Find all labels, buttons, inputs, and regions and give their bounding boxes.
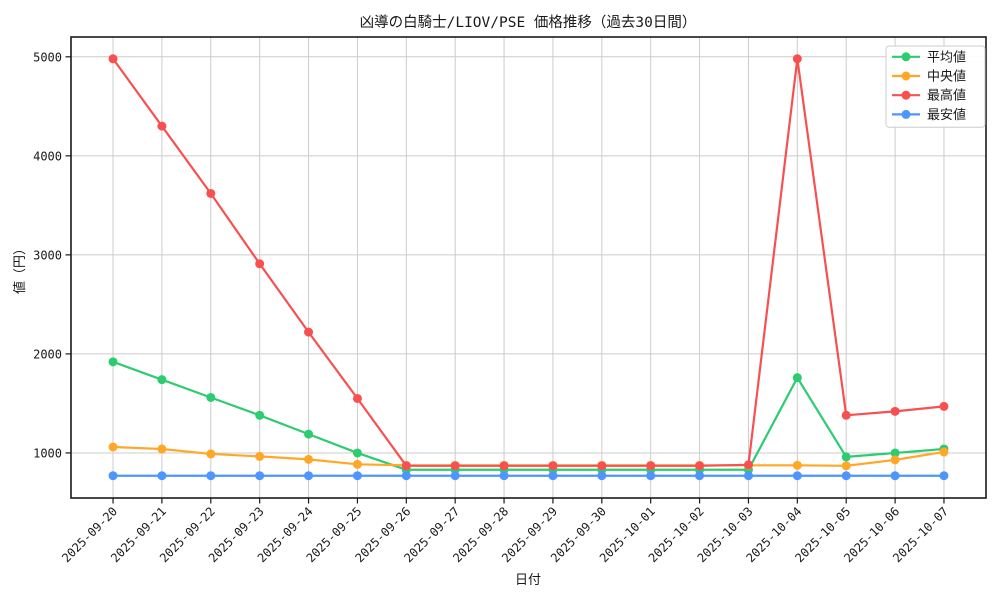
series-average-point	[792, 373, 802, 383]
series-min-point	[597, 471, 607, 481]
series-max	[108, 54, 949, 471]
series-average-point	[841, 452, 851, 462]
legend-label-max: 最高値	[927, 88, 966, 104]
chart-title: 凶導の白騎士/LIOV/PSE 価格推移（過去30日間）	[360, 14, 697, 31]
legend-marker-median	[901, 71, 911, 81]
series-min-point	[646, 471, 656, 481]
series-average-point	[890, 448, 900, 458]
series-max-point	[597, 461, 607, 471]
series-average-line	[112, 360, 945, 471]
series-max-point	[450, 461, 460, 471]
series-min-point	[890, 471, 900, 481]
y-tick-label: 4000	[33, 149, 62, 163]
series-min-point	[939, 471, 949, 481]
series-layer	[108, 54, 949, 481]
series-min-point	[743, 471, 753, 481]
series-average-point	[157, 375, 167, 385]
grid-layer	[71, 37, 986, 498]
series-max-point	[157, 121, 167, 131]
series-min-point	[304, 471, 314, 481]
series-max-point	[206, 188, 216, 198]
series-max-point	[255, 259, 265, 269]
series-min-point	[157, 471, 167, 481]
series-min-point	[401, 471, 411, 481]
series-max-point	[352, 393, 362, 403]
series-min-point	[352, 471, 362, 481]
y-tick-label: 3000	[33, 248, 62, 262]
series-average-point	[255, 410, 265, 420]
legend-label-min: 最安値	[927, 107, 966, 123]
series-min-point	[792, 471, 802, 481]
series-median-point	[939, 447, 949, 457]
series-median-point	[157, 444, 167, 454]
legend-label-average: 平均値	[927, 49, 966, 65]
legend-marker-average	[901, 52, 911, 62]
series-average-point	[108, 357, 118, 367]
y-axis-label: 値（円）	[12, 242, 28, 294]
legend-entry-min: 最安値	[892, 107, 966, 123]
series-min-point	[206, 471, 216, 481]
x-axis-label: 日付	[515, 573, 541, 588]
legend-marker-max	[901, 90, 911, 100]
y-tick-label: 5000	[33, 50, 62, 64]
series-min	[108, 471, 949, 481]
series-max-point	[939, 401, 949, 411]
series-min-point	[108, 471, 118, 481]
legend-entry-average: 平均値	[892, 49, 966, 65]
legend-label-median: 中央値	[927, 69, 966, 85]
plot-border	[70, 36, 987, 499]
legend-entry-max: 最高値	[892, 88, 966, 104]
series-median-point	[255, 451, 265, 461]
legend-box	[885, 45, 986, 128]
series-median-point	[304, 454, 314, 464]
series-median-point	[841, 461, 851, 471]
series-max-point	[499, 461, 509, 471]
series-min-point	[499, 471, 509, 481]
series-max-point	[646, 461, 656, 471]
series-average-point	[352, 448, 362, 458]
legend-marker-min	[901, 109, 911, 119]
series-max-point	[401, 461, 411, 471]
series-max-point	[743, 460, 753, 470]
series-max-point	[792, 54, 802, 64]
series-median-point	[108, 442, 118, 452]
series-min-point	[450, 471, 460, 481]
y-tick-label: 2000	[33, 347, 62, 361]
legend-entry-median: 中央値	[892, 69, 966, 85]
series-average-point	[304, 429, 314, 439]
series-median-point	[206, 449, 216, 459]
series-max-point	[890, 406, 900, 416]
series-max-point	[841, 410, 851, 420]
series-max-point	[695, 461, 705, 471]
series-median-point	[352, 459, 362, 469]
series-median-point	[792, 460, 802, 470]
series-min-point	[695, 471, 705, 481]
series-median-point	[890, 455, 900, 465]
series-max-line	[112, 57, 945, 467]
y-tick-label: 1000	[33, 446, 62, 460]
series-min-point	[255, 471, 265, 481]
series-max-point	[548, 461, 558, 471]
series-average-point	[206, 392, 216, 402]
series-max-point	[304, 327, 314, 337]
series-max-point	[108, 54, 118, 64]
series-min-point	[548, 471, 558, 481]
series-min-point	[841, 471, 851, 481]
